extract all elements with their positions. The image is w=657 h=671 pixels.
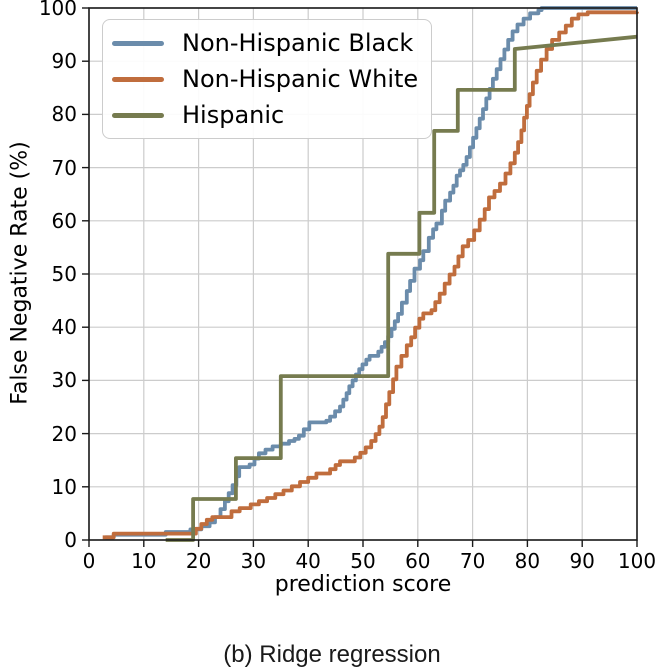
x-tick-label: 10 (131, 549, 157, 573)
y-tick-label: 90 (51, 49, 77, 74)
axis-ticks (82, 7, 638, 547)
legend-swatch-line-icon (112, 112, 164, 118)
x-axis-title: prediction score (274, 572, 452, 597)
y-tick-label: 10 (51, 474, 77, 499)
x-tick-label: 80 (514, 549, 541, 573)
legend-label: Non-Hispanic White (182, 65, 419, 93)
x-tick-label: 40 (295, 549, 321, 573)
y-tick-label: 100 (38, 0, 77, 20)
x-tick-label: 50 (350, 549, 376, 573)
legend-label: Non-Hispanic Black (182, 29, 414, 57)
figure-caption: (b) Ridge regression (223, 641, 441, 668)
y-tick-label: 70 (51, 155, 77, 180)
x-tick-label: 60 (405, 549, 431, 573)
y-tick-label: 50 (51, 262, 77, 286)
series-line-non-hispanic-white (102, 10, 639, 540)
y-tick-label: 80 (51, 102, 77, 127)
y-tick-label: 60 (51, 208, 77, 233)
y-tick-label: 0 (64, 528, 77, 552)
x-tick-label: 90 (569, 549, 595, 573)
legend: Non-Hispanic Black Non-Hispanic White Hi… (102, 19, 432, 139)
y-tick-label: 30 (51, 368, 77, 393)
legend-row: Hispanic (112, 97, 419, 133)
legend-row: Non-Hispanic Black (112, 25, 419, 61)
x-tick-label: 0 (82, 549, 96, 573)
legend-row: Non-Hispanic White (112, 61, 419, 97)
y-tick-label: 40 (51, 315, 77, 340)
legend-label: Hispanic (182, 101, 285, 129)
x-tick-label: 20 (185, 549, 212, 573)
legend-swatch-line-icon (112, 76, 164, 82)
x-tick-label: 30 (240, 549, 267, 573)
series-line-hispanic (165, 34, 638, 542)
legend-swatch-line-icon (112, 40, 164, 46)
y-tick-label: 20 (51, 421, 77, 446)
x-tick-label: 100 (617, 549, 657, 573)
x-tick-label: 70 (459, 549, 486, 573)
